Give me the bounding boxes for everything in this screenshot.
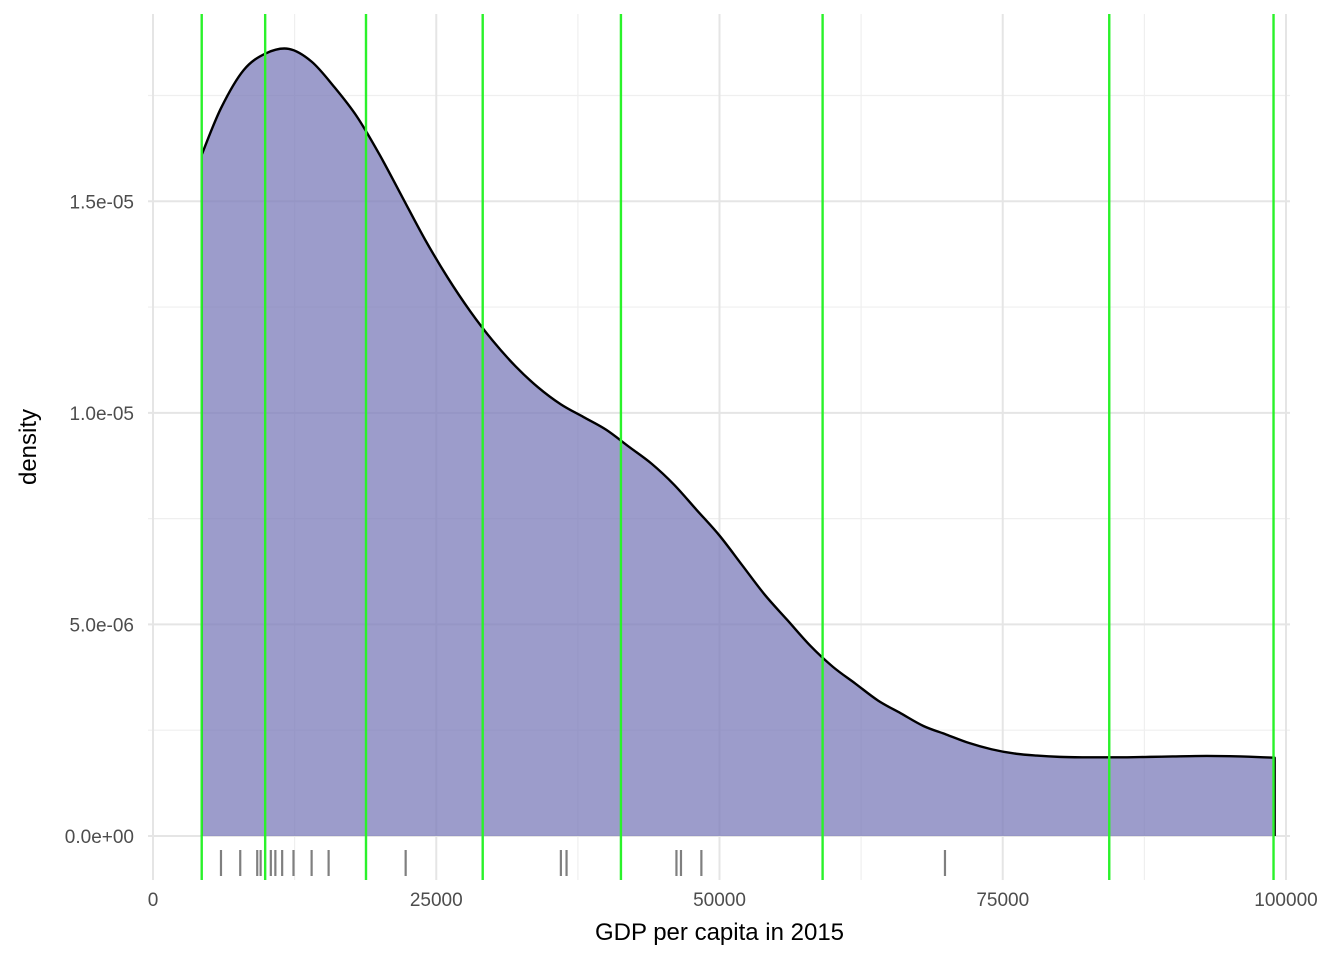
x-axis-title: GDP per capita in 2015 <box>595 919 844 946</box>
y-axis-title: density <box>15 409 42 485</box>
y-tick-label: 1.0e-05 <box>70 404 134 425</box>
y-tick-label: 0.0e+00 <box>65 827 134 848</box>
x-tick-label: 100000 <box>1254 890 1317 911</box>
x-tick-label: 0 <box>148 890 159 911</box>
y-tick-label: 1.5e-05 <box>70 192 134 213</box>
x-tick-label: 50000 <box>693 890 746 911</box>
density-curve <box>200 47 1276 836</box>
y-tick-label: 5.0e-06 <box>70 615 134 636</box>
x-tick-label: 75000 <box>976 890 1029 911</box>
density-area <box>201 48 1275 837</box>
x-tick-label: 25000 <box>410 890 463 911</box>
